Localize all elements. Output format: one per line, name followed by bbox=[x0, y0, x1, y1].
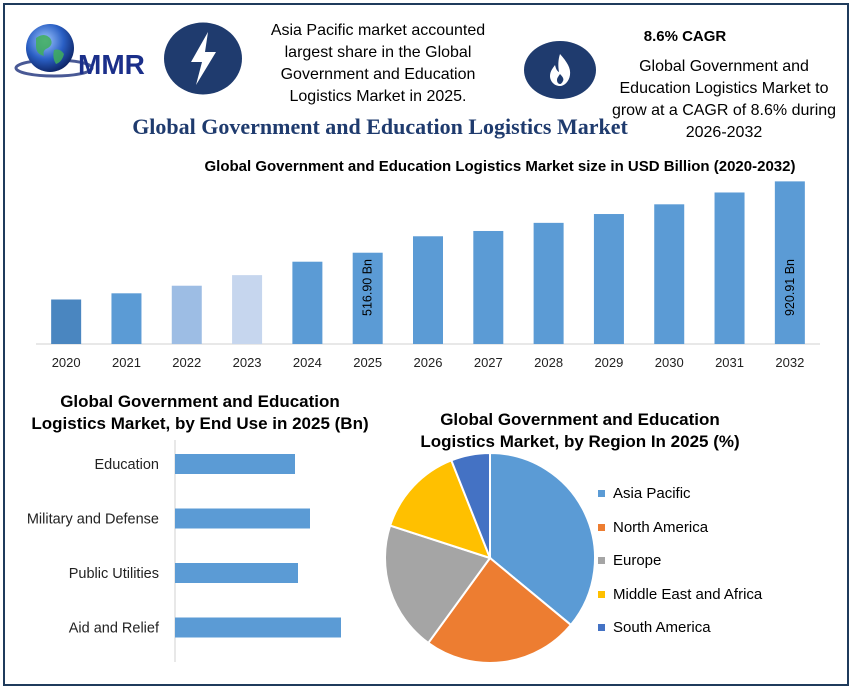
bar-2029 bbox=[593, 214, 624, 344]
slice-middle-east-and-africa bbox=[388, 459, 492, 560]
bar-aid-and-relief bbox=[175, 617, 341, 638]
slice-south-america bbox=[450, 451, 491, 559]
legend-item: Europe bbox=[598, 544, 838, 578]
legend-label: South America bbox=[613, 619, 711, 637]
bar-2021 bbox=[111, 293, 142, 344]
legend-item: South America bbox=[598, 611, 838, 645]
region-pie-chart bbox=[384, 451, 596, 664]
legend-swatch bbox=[598, 590, 605, 598]
x-tick-label: 2028 bbox=[534, 355, 563, 370]
legend-label: Asia Pacific bbox=[613, 485, 691, 503]
x-tick-label: 2023 bbox=[233, 355, 262, 370]
bar-2031 bbox=[714, 192, 745, 344]
legend-swatch bbox=[598, 490, 605, 498]
legend-swatch bbox=[598, 557, 605, 565]
end-use-chart-title: Global Government and Education Logistic… bbox=[31, 392, 369, 433]
slice-asia-pacific bbox=[489, 451, 596, 627]
bar-2024 bbox=[292, 261, 323, 344]
bar-2025 bbox=[352, 252, 383, 344]
globe-icon bbox=[14, 24, 94, 78]
legend-item: Asia Pacific bbox=[598, 477, 838, 511]
asia-pacific-callout: Asia Pacific market accounted largest sh… bbox=[270, 22, 486, 105]
logo-text: MMR bbox=[78, 49, 145, 80]
x-tick-label: 2027 bbox=[474, 355, 503, 370]
flame-icon bbox=[524, 41, 596, 99]
image-frame bbox=[3, 3, 849, 686]
x-tick-label: 2025 bbox=[353, 355, 382, 370]
region-legend: Asia Pacific North America Europe Middle Ea… bbox=[598, 477, 838, 645]
x-tick-label: 2020 bbox=[52, 355, 81, 370]
legend-item: Middle East and Africa bbox=[598, 578, 838, 612]
legend-label: Europe bbox=[613, 552, 662, 570]
x-tick-label: 2022 bbox=[172, 355, 201, 370]
legend-swatch bbox=[598, 624, 605, 632]
mmr-logo: MMR bbox=[14, 24, 145, 80]
x-tick-label: 2024 bbox=[293, 355, 322, 370]
category-label: Military and Defense bbox=[27, 512, 159, 528]
x-tick-label: 2030 bbox=[655, 355, 684, 370]
legend-swatch bbox=[598, 523, 605, 531]
category-label: Public Utilities bbox=[69, 566, 159, 582]
end-use-bar-chart: Education Military and Defense Public Util… bbox=[27, 440, 341, 662]
slice-europe bbox=[384, 524, 492, 645]
x-tick-label: 2031 bbox=[715, 355, 744, 370]
x-tick-label: 2026 bbox=[414, 355, 443, 370]
x-tick-label: 2029 bbox=[594, 355, 623, 370]
bar-military-and-defense bbox=[175, 508, 310, 529]
bar-education bbox=[175, 454, 295, 474]
bar-2023 bbox=[232, 275, 263, 344]
bar-2022 bbox=[171, 285, 202, 344]
market-size-bar-chart: 2020 2021 2022 2023 2024 2025 516.90 Bn 2026 202… bbox=[36, 181, 820, 370]
data-label: 516.90 Bn bbox=[361, 259, 375, 316]
x-tick-label: 2021 bbox=[112, 355, 141, 370]
legend-label: North America bbox=[613, 518, 709, 536]
main-title: Global Government and Education Logistic… bbox=[132, 114, 628, 139]
market-size-chart-title: Global Government and Education Logistic… bbox=[204, 158, 796, 175]
cagr-description: Global Government and Education Logistic… bbox=[611, 58, 837, 141]
bar-2032 bbox=[774, 181, 805, 344]
bar-2030 bbox=[654, 204, 685, 344]
category-label: Education bbox=[95, 457, 160, 473]
region-pie-chart-title: Global Government and Education Logistic… bbox=[420, 410, 740, 451]
bar-2026 bbox=[413, 236, 443, 344]
slice-north-america bbox=[426, 556, 573, 664]
bar-2027 bbox=[473, 230, 504, 344]
legend-label: Middle East and Africa bbox=[613, 585, 763, 603]
cagr-title: 8.6% CAGR bbox=[643, 28, 727, 45]
legend-item: North America bbox=[598, 511, 838, 545]
category-label: Aid and Relief bbox=[69, 621, 160, 637]
bar-2020 bbox=[51, 299, 82, 344]
bar-public-utilities bbox=[175, 563, 298, 583]
x-tick-label: 2032 bbox=[775, 355, 804, 370]
data-label: 920.91 Bn bbox=[783, 259, 797, 316]
bar-2028 bbox=[533, 222, 564, 344]
lightning-bolt-icon bbox=[164, 22, 242, 95]
